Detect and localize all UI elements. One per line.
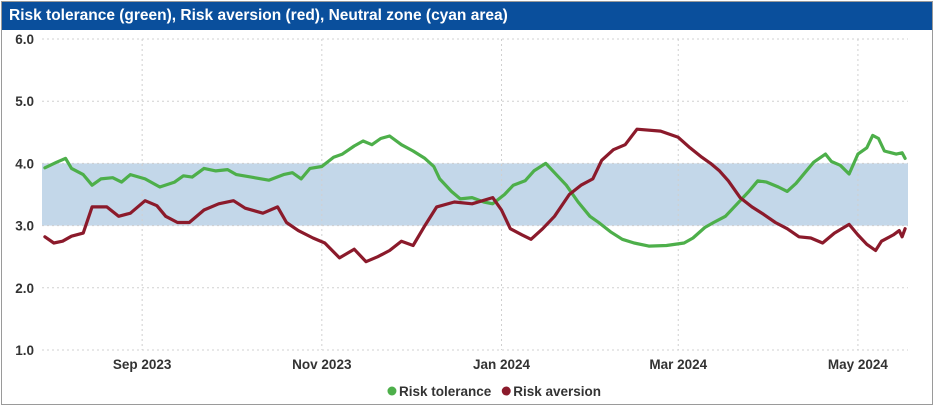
chart-title: Risk tolerance (green), Risk aversion (r…: [2, 2, 932, 30]
y-tick-label: 2.0: [15, 281, 34, 296]
series-line-risk-tolerance: [43, 133, 907, 248]
legend-marker: [501, 386, 511, 396]
x-tick-label: Sep 2023: [113, 357, 172, 372]
neutral-zone-band: [42, 163, 908, 226]
legend-item-risk-tolerance: Risk tolerance: [387, 384, 492, 399]
y-tick-label: 5.0: [15, 94, 34, 109]
x-tick-label: Jan 2024: [473, 357, 531, 372]
series-line-risk-aversion: [43, 127, 907, 264]
y-tick-label: 1.0: [15, 343, 34, 358]
x-tick-label: Nov 2023: [292, 357, 352, 372]
x-tick-label: May 2024: [828, 357, 889, 372]
y-tick-label: 4.0: [15, 156, 34, 171]
x-tick-label: Mar 2024: [649, 357, 707, 372]
legend-label: Risk tolerance: [399, 384, 492, 399]
y-tick-label: 6.0: [15, 32, 34, 47]
y-tick-label: 3.0: [15, 219, 34, 234]
legend-marker: [387, 386, 397, 396]
legend: Risk tolerance Risk aversion: [387, 384, 601, 399]
legend-label: Risk aversion: [513, 384, 601, 399]
legend-item-risk-aversion: Risk aversion: [501, 384, 601, 399]
